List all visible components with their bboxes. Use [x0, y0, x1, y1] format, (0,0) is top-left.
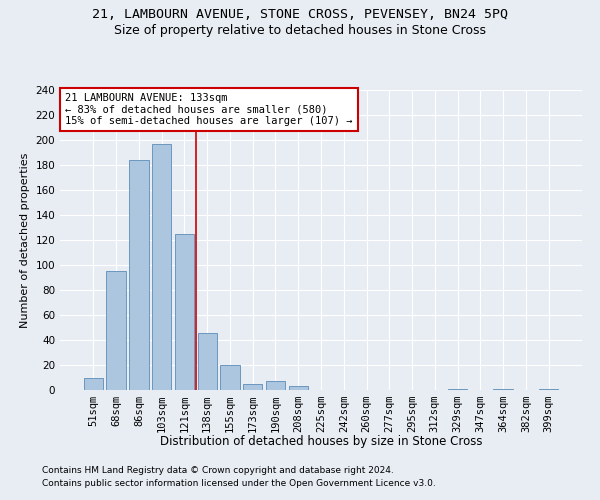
Bar [152, 144, 172, 390]
Bar [266, 381, 285, 390]
Text: 21, LAMBOURN AVENUE, STONE CROSS, PEVENSEY, BN24 5PQ: 21, LAMBOURN AVENUE, STONE CROSS, PEVENS… [92, 8, 508, 20]
Text: Contains HM Land Registry data © Crown copyright and database right 2024.: Contains HM Land Registry data © Crown c… [42, 466, 394, 475]
Bar [220, 365, 239, 390]
Text: 21 LAMBOURN AVENUE: 133sqm
← 83% of detached houses are smaller (580)
15% of sem: 21 LAMBOURN AVENUE: 133sqm ← 83% of deta… [65, 93, 353, 126]
Y-axis label: Number of detached properties: Number of detached properties [20, 152, 30, 328]
Bar [84, 378, 103, 390]
Bar [129, 160, 149, 390]
Text: Distribution of detached houses by size in Stone Cross: Distribution of detached houses by size … [160, 435, 482, 448]
Bar [448, 389, 467, 390]
Bar [493, 389, 513, 390]
Bar [175, 234, 194, 390]
Bar [197, 332, 217, 390]
Bar [106, 271, 126, 390]
Bar [539, 389, 558, 390]
Text: Size of property relative to detached houses in Stone Cross: Size of property relative to detached ho… [114, 24, 486, 37]
Bar [243, 384, 262, 390]
Bar [289, 386, 308, 390]
Text: Contains public sector information licensed under the Open Government Licence v3: Contains public sector information licen… [42, 478, 436, 488]
